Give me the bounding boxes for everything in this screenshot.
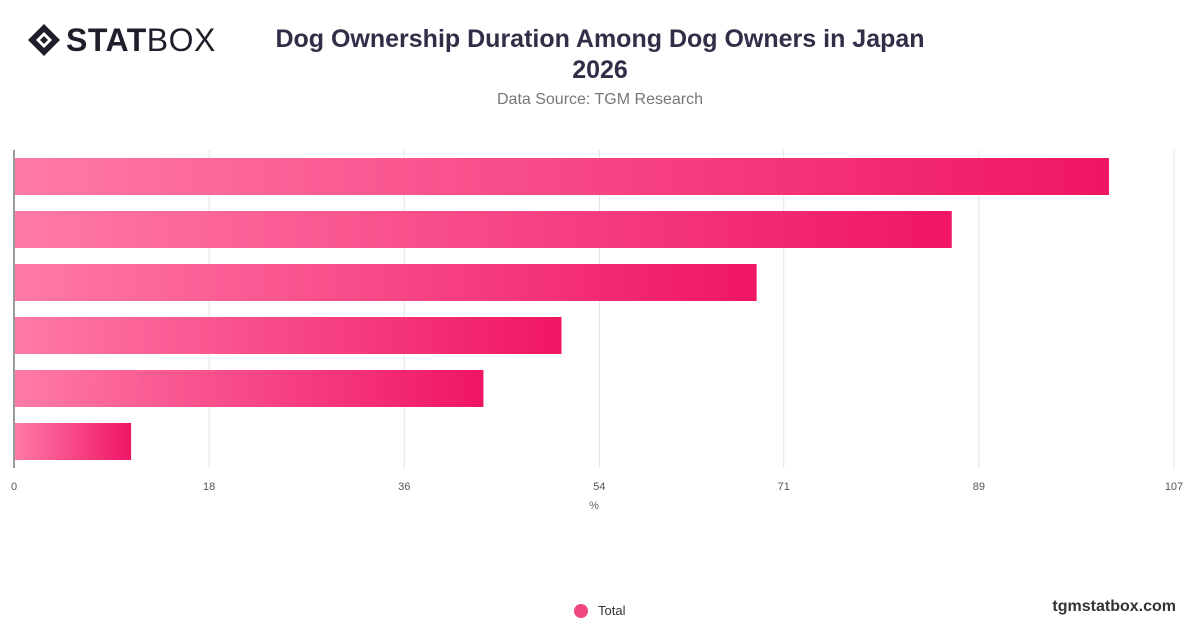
bar[interactable] xyxy=(15,264,757,301)
x-tick-label: 71 xyxy=(778,481,790,493)
statbox-diamond-icon xyxy=(28,24,60,56)
logo-text-bold: STAT xyxy=(66,22,147,58)
bar[interactable] xyxy=(15,317,562,354)
site-url: tgmstatbox.com xyxy=(1052,598,1176,615)
grid-lines xyxy=(208,150,1175,468)
x-axis-ticks: 0 18 36 54 71 89 107 xyxy=(11,481,1183,493)
x-tick-label: 107 xyxy=(1165,481,1183,493)
bar[interactable] xyxy=(15,370,484,407)
bar[interactable] xyxy=(15,158,1109,195)
logo-text-regular: BOX xyxy=(146,22,216,58)
x-tick-label: 36 xyxy=(398,481,410,493)
chart-title: Dog Ownership Duration Among Dog Owners … xyxy=(275,25,925,84)
x-tick-label: 89 xyxy=(973,481,985,493)
statbox-logo: STATBOX xyxy=(26,22,216,58)
chart-subtitle: Data Source: TGM Research xyxy=(496,91,703,108)
bar[interactable] xyxy=(15,423,132,460)
logo-text: STATBOX xyxy=(66,22,216,58)
bar-series xyxy=(15,158,1109,460)
legend-label-total: Total xyxy=(598,603,626,618)
x-tick-label: 54 xyxy=(593,481,605,493)
x-tick-label: 18 xyxy=(203,481,215,493)
x-tick-label: 0 xyxy=(11,481,17,493)
legend-dot-total xyxy=(574,603,588,618)
x-axis-label: % xyxy=(589,500,599,512)
legend[interactable]: Total xyxy=(574,603,625,618)
bar[interactable] xyxy=(15,211,952,248)
